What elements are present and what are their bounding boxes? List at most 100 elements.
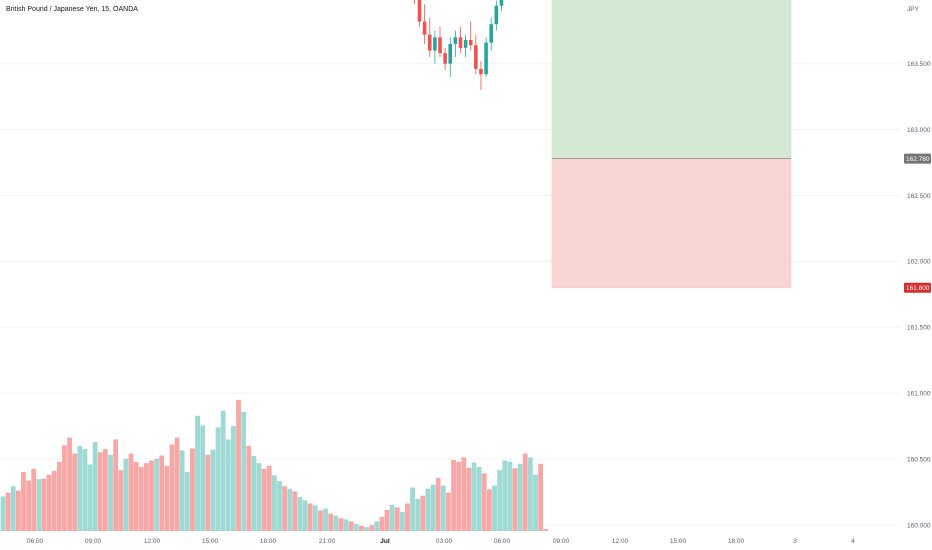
volume-bar — [128, 453, 134, 531]
volume-bar — [481, 473, 487, 531]
volume-bar — [297, 497, 303, 531]
candle-body — [458, 37, 463, 48]
price-tick-label: 160.500 — [907, 456, 931, 463]
volume-bar — [522, 453, 528, 531]
time-tick-label: Jul — [380, 538, 390, 545]
volume-bar — [164, 465, 170, 531]
time-tick-label: 15:00 — [202, 538, 219, 545]
volume-bar — [256, 463, 262, 531]
candle-body — [479, 68, 483, 75]
volume-bar — [118, 470, 124, 531]
candle-body — [438, 37, 442, 54]
volume-bar — [225, 439, 231, 531]
price-tick-label: 162.500 — [907, 193, 931, 200]
volume-bar — [149, 460, 154, 531]
time-axis[interactable]: 06:00 09:00 12:00 15:00 18:00 21:00 Jul 03:00 06… — [27, 538, 855, 545]
volume-bar — [108, 454, 113, 531]
volume-bar — [241, 411, 247, 531]
volume-bar — [236, 399, 241, 531]
time-tick-label: 18:00 — [260, 538, 277, 545]
price-axis[interactable]: 167.500167.000166.500166.000165.500165.0… — [907, 0, 931, 529]
candle-body — [453, 37, 458, 44]
profit-zone[interactable] — [551, 0, 792, 159]
volume-bar — [87, 464, 93, 531]
volume-bar — [343, 519, 349, 531]
volume-bar — [507, 461, 513, 531]
volume-bar — [205, 454, 211, 531]
price-tick-label: 162.000 — [907, 259, 931, 266]
stop-loss-tag: 161.800 — [906, 285, 930, 292]
loss-zone[interactable] — [551, 158, 792, 289]
time-tick-label: 21:00 — [319, 538, 336, 545]
stop-loss-tag-bg — [904, 282, 931, 293]
volume-bar — [103, 449, 108, 531]
candle-body — [448, 43, 453, 64]
volume-bar — [389, 504, 395, 531]
volume-bar — [31, 468, 37, 531]
volume-bar — [0, 496, 6, 531]
volume-bar — [312, 505, 318, 531]
volume-bar — [195, 415, 200, 531]
candle-body — [484, 42, 488, 75]
volume-bar — [220, 410, 226, 531]
price-tick-label: 161.000 — [907, 391, 931, 398]
candle-body — [427, 34, 432, 51]
time-tick-label: 15:00 — [670, 538, 687, 545]
volume-bar — [533, 474, 538, 531]
volume-bar — [26, 480, 31, 531]
volume-bars — [0, 399, 549, 531]
volume-bar — [82, 449, 88, 531]
volume-bar — [138, 467, 144, 531]
volume-bar — [543, 529, 549, 531]
volume-bar — [46, 474, 52, 531]
time-tick-label: 12:00 — [612, 538, 629, 545]
price-tick-label: 160.000 — [907, 522, 931, 529]
volume-bar — [420, 495, 426, 531]
volume-bar — [527, 457, 533, 531]
volume-bar — [36, 479, 42, 531]
time-tick-label: 06:00 — [494, 538, 511, 545]
volume-bar — [179, 450, 185, 531]
volume-bar — [159, 455, 165, 531]
volume-bar — [92, 442, 98, 531]
candle-body — [474, 45, 478, 69]
volume-bar — [394, 507, 400, 531]
candle-body — [422, 21, 427, 35]
volume-bar — [446, 492, 451, 531]
volume-bar — [497, 470, 503, 531]
candle-body — [489, 24, 493, 43]
grid-lines — [0, 63, 900, 526]
volume-bar — [307, 503, 313, 531]
volume-bar — [318, 510, 323, 531]
volume-bar — [67, 437, 72, 531]
volume-bar — [56, 461, 62, 531]
volume-bar — [384, 509, 390, 531]
volume-bar — [466, 467, 472, 531]
volume-bar — [323, 508, 328, 531]
volume-bar — [435, 477, 441, 531]
volume-bar — [215, 427, 221, 531]
volume-bar — [154, 458, 159, 531]
volume-bar — [302, 500, 308, 531]
currency-label: JPY — [907, 6, 920, 13]
candle-body — [443, 53, 447, 64]
volume-bar — [200, 425, 206, 531]
volume-bar — [517, 463, 523, 531]
volume-bar — [282, 486, 287, 531]
volume-bar — [169, 444, 175, 531]
candle-body — [494, 5, 499, 25]
volume-bar — [277, 481, 282, 531]
volume-bar — [364, 527, 369, 531]
price-tick-label: 163.500 — [907, 61, 931, 68]
time-tick-label: 18:00 — [728, 538, 745, 545]
volume-bar — [348, 521, 354, 531]
volume-bar — [430, 484, 436, 531]
time-tick-label: 03:00 — [436, 538, 453, 545]
volume-bar — [133, 461, 139, 531]
volume-bar — [461, 457, 467, 531]
volume-bar — [251, 456, 257, 531]
volume-bar — [338, 518, 344, 531]
position-zones[interactable] — [551, 0, 792, 289]
